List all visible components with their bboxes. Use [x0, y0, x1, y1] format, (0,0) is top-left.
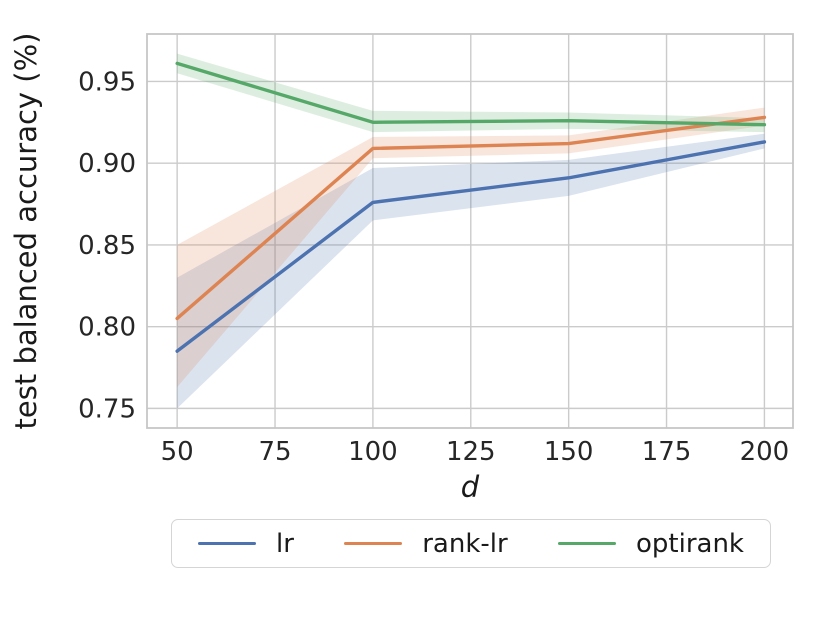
x-tick-label: 100 — [348, 437, 398, 467]
legend-label-rank-lr: rank-lr — [422, 528, 508, 559]
chart-generated-layer: 50 75 100 125 150 175 200 0.75 0.80 0.85 0.90 0.95 — [78, 33, 794, 467]
x-tick-label: 50 — [161, 437, 194, 467]
confidence-band-optirank — [177, 53, 765, 133]
legend-item-lr: lr — [198, 531, 294, 557]
y-tick-label: 0.75 — [78, 394, 136, 424]
confidence-band-rank-lr — [177, 107, 765, 388]
legend-line-swatch-lr — [198, 541, 256, 546]
legend-item-optirank: optirank — [558, 531, 744, 557]
y-tick-label: 0.80 — [78, 313, 136, 343]
series-line-rank-lr — [175, 115, 767, 321]
plot-frame — [146, 33, 794, 429]
y-tick-label: 0.85 — [78, 231, 136, 261]
x-tick-label: 175 — [642, 437, 692, 467]
x-tick-label: 150 — [544, 437, 594, 467]
y-tick-label: 0.90 — [78, 149, 136, 179]
legend-line-swatch-rank-lr — [344, 541, 403, 546]
confidence-band-lr — [177, 133, 765, 409]
x-axis-label: d — [461, 470, 480, 504]
x-tick-label: 75 — [258, 437, 291, 467]
series-line-lr — [175, 140, 767, 353]
legend-label-optirank: optirank — [636, 528, 744, 559]
series-line-optirank — [175, 61, 767, 127]
legend-line-swatch-optirank — [558, 541, 616, 546]
y-axis-label: test balanced accuracy (%) — [9, 33, 43, 430]
legend: lr rank-lr optirank — [171, 519, 771, 568]
legend-item-rank-lr: rank-lr — [344, 528, 508, 559]
x-tick-label: 200 — [740, 437, 790, 467]
x-tick-label: 125 — [446, 437, 496, 467]
y-tick-label: 0.95 — [78, 67, 136, 97]
legend-label-lr: lr — [276, 528, 294, 559]
